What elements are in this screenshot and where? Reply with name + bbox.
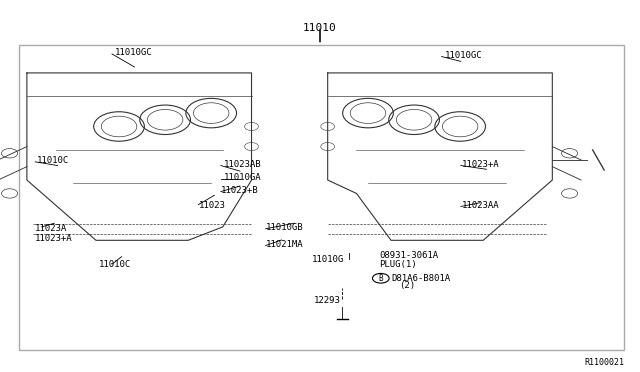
Text: 11023AB: 11023AB — [224, 160, 262, 169]
Text: D81A6-B801A: D81A6-B801A — [392, 274, 451, 283]
Text: 11010GC: 11010GC — [445, 51, 483, 60]
Text: 11010G: 11010G — [312, 255, 344, 264]
Text: 11023AA: 11023AA — [462, 201, 500, 210]
Text: B: B — [378, 274, 383, 283]
Text: 11023: 11023 — [198, 201, 225, 210]
Text: 11010GA: 11010GA — [224, 173, 262, 182]
Text: 11023+A: 11023+A — [462, 160, 500, 169]
Text: 11010GB: 11010GB — [266, 223, 303, 232]
Text: PLUG(1): PLUG(1) — [380, 260, 417, 269]
Text: 08931-3061A: 08931-3061A — [380, 251, 438, 260]
Text: (2): (2) — [399, 281, 415, 290]
Text: 11010C: 11010C — [99, 260, 131, 269]
Text: 11023+A: 11023+A — [35, 234, 73, 243]
Bar — [19, 45, 624, 350]
Text: 12293: 12293 — [314, 296, 340, 305]
Text: 11023+B: 11023+B — [221, 186, 259, 195]
Text: 11023A: 11023A — [35, 224, 67, 233]
Text: 11010: 11010 — [303, 23, 337, 33]
Text: R1100021: R1100021 — [584, 358, 624, 367]
Text: 11010GC: 11010GC — [115, 48, 153, 57]
Text: 11010C: 11010C — [36, 156, 68, 165]
Text: 11021MA: 11021MA — [266, 240, 303, 249]
